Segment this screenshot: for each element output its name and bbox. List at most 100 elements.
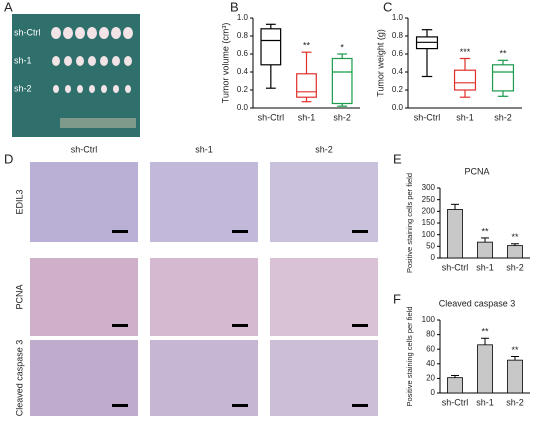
histology-image xyxy=(270,340,378,416)
y-tick-label: 0.8 xyxy=(237,31,249,40)
scale-bar xyxy=(352,324,368,327)
tumor xyxy=(89,85,95,93)
x-tick-label: sh-Ctrl xyxy=(442,262,469,272)
tumors xyxy=(51,27,133,93)
y-tick-label: 0.6 xyxy=(237,49,249,58)
y-tick-label: 0 xyxy=(431,253,436,262)
significance: ** xyxy=(481,327,489,337)
histology-image xyxy=(270,162,378,242)
y-tick-label: 1.0 xyxy=(392,13,404,22)
bar xyxy=(447,377,463,394)
histology-image xyxy=(150,340,258,416)
histology-grid: sh-Ctrl sh-1 sh-2 EDIL3 PCNA Cleaved caspase … xyxy=(14,144,378,416)
tumor xyxy=(53,85,59,93)
histology-image xyxy=(150,258,258,336)
histology-image xyxy=(150,162,258,242)
x-tick-label: sh-1 xyxy=(298,112,316,122)
photo-row-label: sh-Ctrl xyxy=(14,27,41,37)
photo-row-label: sh-2 xyxy=(14,83,32,93)
tumor xyxy=(125,85,131,93)
significance: * xyxy=(340,42,344,52)
y-tick-label: 0.0 xyxy=(392,103,404,112)
tumor xyxy=(87,27,97,39)
panel-label: E xyxy=(393,151,402,166)
x-tick-label: sh-1 xyxy=(476,397,494,407)
panel-label: C xyxy=(383,0,392,14)
scale-bar xyxy=(112,230,128,233)
y-tick-label: 0 xyxy=(431,388,436,397)
y-tick-label: 0.6 xyxy=(392,49,404,58)
tumor xyxy=(111,27,121,39)
x-tick-label: sh-Ctrl xyxy=(258,112,285,122)
tumor xyxy=(124,56,132,66)
tumor xyxy=(99,27,109,39)
y-tick-label: 300 xyxy=(422,183,436,192)
photo-row-label: sh-1 xyxy=(14,55,32,65)
significance: ** xyxy=(499,49,507,59)
tumor xyxy=(65,85,71,93)
significance: ** xyxy=(481,226,489,236)
significance: *** xyxy=(460,47,471,57)
tumor xyxy=(52,56,60,66)
histology-column-label: sh-2 xyxy=(315,144,333,154)
scale-bar xyxy=(112,324,128,327)
y-axis-label: Tumor weight (g) xyxy=(375,29,385,97)
x-tick-label: sh-2 xyxy=(333,112,351,122)
box xyxy=(491,64,515,92)
histology-column-label: sh-Ctrl xyxy=(71,144,98,154)
tumor xyxy=(76,56,84,66)
histology-row-label: EDIL3 xyxy=(14,189,24,214)
box xyxy=(331,57,353,105)
significance: ** xyxy=(511,232,519,242)
x-tick-label: sh-1 xyxy=(456,112,474,122)
scale-bar xyxy=(232,404,248,407)
x-tick-label: sh-2 xyxy=(506,397,524,407)
tumor xyxy=(112,56,120,66)
y-tick-label: 100 xyxy=(422,315,436,324)
histology-image xyxy=(270,258,378,336)
scale-bar xyxy=(112,404,128,407)
significance: ** xyxy=(511,345,519,355)
box xyxy=(296,73,317,98)
scale-bar xyxy=(232,230,248,233)
tumor xyxy=(123,27,133,39)
y-tick-label: 200 xyxy=(422,206,436,215)
histology-column-label: sh-1 xyxy=(195,144,213,154)
y-axis-label: Tumor volume (cm³) xyxy=(220,23,230,104)
tumor xyxy=(88,56,96,66)
y-tick-label: 1.0 xyxy=(237,13,249,22)
y-tick-label: 0.0 xyxy=(237,103,249,112)
ruler xyxy=(60,118,136,128)
y-tick-label: 0.4 xyxy=(237,67,249,76)
bar xyxy=(477,344,493,394)
tumor xyxy=(113,85,119,93)
y-tick-label: 100 xyxy=(422,230,436,239)
bar xyxy=(507,245,523,259)
tumor xyxy=(64,56,72,66)
tumor xyxy=(51,27,61,39)
x-tick-label: sh-Ctrl xyxy=(442,397,469,407)
x-tick-label: sh-1 xyxy=(476,262,494,272)
y-tick-label: 60 xyxy=(426,344,435,353)
y-tick-label: 50 xyxy=(426,241,435,250)
panel-label: D xyxy=(4,151,13,166)
histology-image xyxy=(30,258,138,336)
y-tick-label: 0.4 xyxy=(392,67,404,76)
chart-title: PCNA xyxy=(464,166,489,176)
bar xyxy=(477,241,493,259)
panel-label: A xyxy=(4,0,13,14)
y-tick-label: 250 xyxy=(422,195,436,204)
scale-bar xyxy=(352,404,368,407)
histology-row-label: PCNA xyxy=(14,284,24,309)
y-tick-label: 40 xyxy=(426,359,435,368)
y-axis-label: Positive staining cells per field xyxy=(405,306,414,406)
y-tick-label: 0.2 xyxy=(392,85,404,94)
box xyxy=(453,69,477,91)
y-tick-label: 0.2 xyxy=(237,85,249,94)
y-tick-label: 0.8 xyxy=(392,31,404,40)
histology-image xyxy=(30,340,138,416)
y-tick-label: 150 xyxy=(422,218,436,227)
significance: ** xyxy=(303,41,311,51)
x-tick-label: sh-2 xyxy=(494,112,512,122)
